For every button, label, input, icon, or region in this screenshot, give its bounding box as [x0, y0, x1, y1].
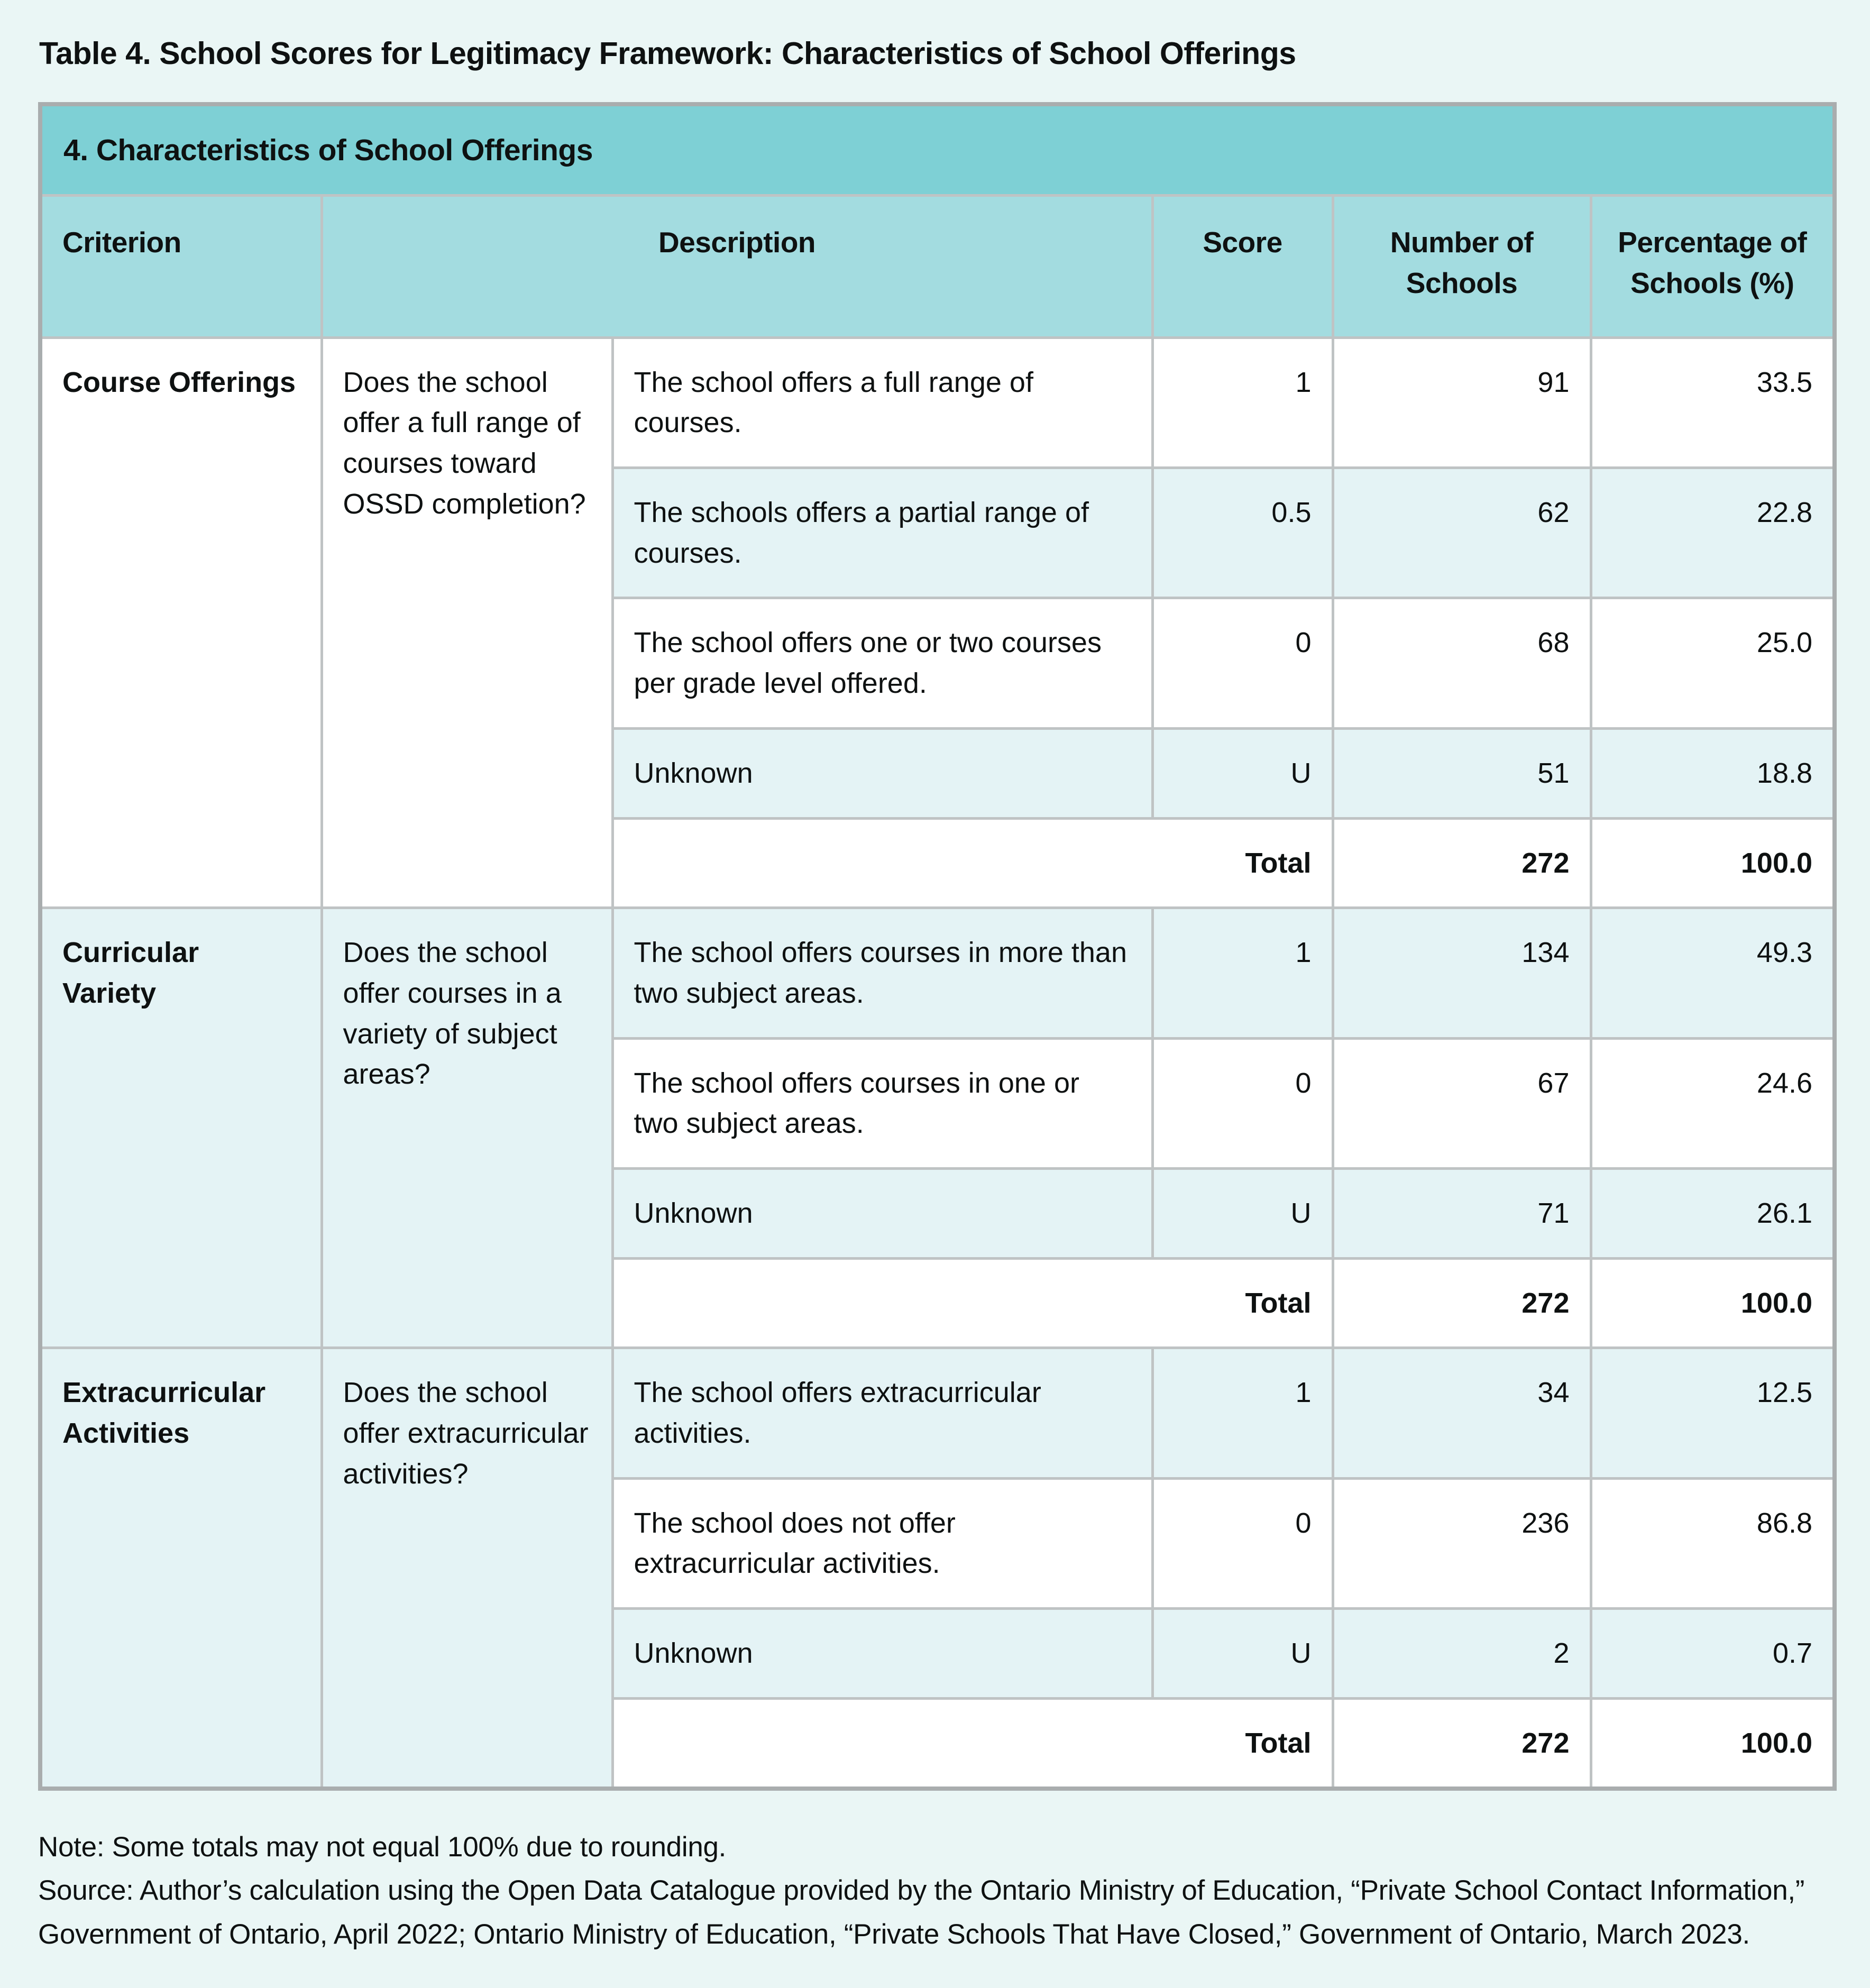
- total-percentage-cell: 100.0: [1589, 1697, 1836, 1790]
- number-of-schools-cell: 71: [1331, 1167, 1592, 1260]
- criterion-cell: Extracurricular Activities: [39, 1346, 323, 1790]
- score-cell: U: [1151, 1167, 1334, 1260]
- percentage-cell: 33.5: [1589, 336, 1836, 470]
- score-cell: 1: [1151, 906, 1334, 1040]
- number-of-schools-cell: 2: [1331, 1607, 1592, 1700]
- score-cell: 0.5: [1151, 466, 1334, 600]
- total-row: Total 272 100.0: [40, 1697, 1836, 1790]
- score-cell: U: [1151, 1607, 1334, 1700]
- number-of-schools-cell: 134: [1331, 906, 1592, 1040]
- description-cell: Unknown: [611, 1167, 1154, 1260]
- table-section-header-row: 4. Characteristics of School Offerings: [39, 103, 1836, 197]
- score-cell: 1: [1151, 1346, 1334, 1480]
- percentage-cell: 86.8: [1589, 1477, 1836, 1610]
- score-cell: 0: [1151, 1037, 1334, 1170]
- score-cell: U: [1151, 727, 1334, 820]
- number-of-schools-cell: 68: [1331, 597, 1592, 730]
- percentage-cell: 12.5: [1589, 1346, 1836, 1480]
- percentage-cell: 0.7: [1589, 1607, 1836, 1700]
- total-label-cell: Total: [611, 817, 1334, 910]
- number-of-schools-cell: 236: [1331, 1477, 1592, 1610]
- number-of-schools-cell: 91: [1331, 336, 1592, 470]
- criterion-cell: Course Offerings: [39, 336, 323, 910]
- total-label-cell: Total: [611, 1257, 1334, 1350]
- table-row: The school offers one or two courses per…: [40, 597, 1836, 730]
- column-header-percentage: Percentage of Schools (%): [1589, 194, 1836, 339]
- question-cell: Does the school offer extracurricular ac…: [320, 1346, 614, 1790]
- percentage-cell: 18.8: [1589, 727, 1836, 820]
- percentage-cell: 25.0: [1589, 597, 1836, 730]
- question-cell: Does the school offer courses in a varie…: [320, 906, 614, 1350]
- column-header-number: Number of Schools: [1331, 194, 1592, 339]
- table-row: Course Offerings Does the school offer a …: [39, 336, 1836, 910]
- total-percentage-cell: 100.0: [1589, 817, 1836, 910]
- description-cell: The schools offers a partial range of co…: [611, 466, 1154, 600]
- score-cell: 0: [1151, 597, 1334, 730]
- total-row: Total 272 100.0: [40, 1257, 1836, 1350]
- total-label-cell: Total: [611, 1697, 1334, 1790]
- total-percentage-cell: 100.0: [1589, 1257, 1836, 1350]
- description-cell: Unknown: [611, 727, 1154, 820]
- total-number-cell: 272: [1331, 817, 1592, 910]
- description-cell: The school offers extracurricular activi…: [611, 1346, 1154, 1480]
- score-cell: 1: [1151, 336, 1334, 470]
- score-cell: 0: [1151, 1477, 1334, 1610]
- question-cell: Does the school offer a full range of co…: [320, 336, 614, 910]
- table-row: The schools offers a partial range of co…: [40, 466, 1836, 600]
- number-of-schools-cell: 51: [1331, 727, 1592, 820]
- percentage-cell: 49.3: [1589, 906, 1836, 1040]
- table-row: Unknown U 2 0.7: [40, 1607, 1836, 1700]
- description-cell: The school offers a full range of course…: [611, 336, 1154, 470]
- percentage-cell: 24.6: [1589, 1037, 1836, 1170]
- table-row: Unknown U 71 26.1: [40, 1167, 1836, 1260]
- description-cell: The school offers courses in more than t…: [611, 906, 1154, 1040]
- total-number-cell: 272: [1331, 1697, 1592, 1790]
- table-note: Note: Some totals may not equal 100% due…: [38, 1831, 727, 1863]
- percentage-cell: 26.1: [1589, 1167, 1836, 1260]
- table-row: Unknown U 51 18.8: [40, 727, 1836, 820]
- description-cell: The school offers one or two courses per…: [611, 597, 1154, 730]
- table-row: The school does not offer extracurricula…: [40, 1477, 1836, 1610]
- description-cell: Unknown: [611, 1607, 1154, 1700]
- total-row: Total 272 100.0: [40, 817, 1836, 910]
- percentage-cell: 22.8: [1589, 466, 1836, 600]
- description-cell: The school offers courses in one or two …: [611, 1037, 1154, 1170]
- criterion-cell: Curricular Variety: [39, 906, 323, 1350]
- table-section-title: 4. Characteristics of School Offerings: [39, 103, 1836, 197]
- footnotes: Note: Some totals may not equal 100% due…: [38, 1826, 1832, 1956]
- table-row: Extracurricular Activities Does the schoo…: [39, 1346, 1836, 1790]
- column-header-criterion: Criterion: [39, 194, 323, 339]
- column-header-description: Description: [320, 194, 1154, 339]
- number-of-schools-cell: 34: [1331, 1346, 1592, 1480]
- description-cell: The school does not offer extracurricula…: [611, 1477, 1154, 1610]
- number-of-schools-cell: 62: [1331, 466, 1592, 600]
- column-header-score: Score: [1151, 194, 1334, 339]
- page-title: Table 4. School Scores for Legitimacy Fr…: [39, 36, 1296, 71]
- table-source: Source: Author’s calculation using the O…: [38, 1875, 1805, 1950]
- school-offerings-table: 4. Characteristics of School Offerings C…: [38, 102, 1837, 1791]
- column-header-row: Criterion Description Score Number of Sc…: [39, 194, 1836, 339]
- table-row: Curricular Variety Does the school offer …: [39, 906, 1836, 1350]
- total-number-cell: 272: [1331, 1257, 1592, 1350]
- number-of-schools-cell: 67: [1331, 1037, 1592, 1170]
- table-row: The school offers courses in one or two …: [40, 1037, 1836, 1170]
